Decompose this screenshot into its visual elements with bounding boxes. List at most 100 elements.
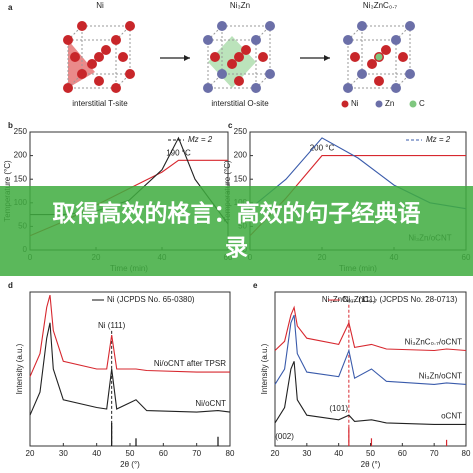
x-tick-label: 50	[126, 449, 135, 458]
atom	[265, 21, 275, 31]
series-line	[29, 294, 230, 377]
atom	[241, 45, 251, 55]
legend-swatch	[375, 100, 383, 108]
y-tick-label: 150	[14, 174, 28, 183]
atom	[398, 52, 408, 62]
y-tick-label: 150	[234, 174, 248, 183]
x-axis-label: 2θ (°)	[361, 460, 381, 469]
annotation: 200 °C	[310, 144, 335, 153]
atom	[203, 83, 213, 93]
x-tick-label: 40	[334, 449, 343, 458]
atom	[227, 59, 237, 69]
series-line	[274, 314, 467, 385]
panel-label: b	[8, 121, 13, 130]
annotation: Ni₃ZnC₀.₇ (111)	[322, 295, 376, 304]
x-tick-label: 70	[192, 449, 201, 458]
atom	[111, 83, 121, 93]
atom	[391, 35, 401, 45]
series-label: Ni/oCNT after TPSR	[154, 359, 226, 368]
series-label: oCNT	[441, 412, 462, 421]
arrow-head	[324, 55, 330, 61]
structure-title: Ni₃Zn	[230, 1, 250, 10]
panel-label: c	[228, 121, 233, 130]
atom	[63, 35, 73, 45]
atom	[118, 52, 128, 62]
series-line	[274, 361, 466, 425]
atom	[70, 52, 80, 62]
atom	[210, 52, 220, 62]
atom	[125, 21, 135, 31]
annotation: 190 °C	[166, 148, 191, 157]
x-tick-label: 60	[398, 449, 407, 458]
x-tick-label: 40	[92, 449, 101, 458]
x-tick-label: 30	[59, 449, 68, 458]
x-axis-label: 2θ (°)	[120, 460, 140, 469]
legend-swatch	[341, 100, 349, 108]
atom	[234, 76, 244, 86]
y-axis-label: Intensity (a.u.)	[15, 343, 24, 394]
atom	[251, 83, 261, 93]
y-axis-label: Intensity (a.u.)	[260, 343, 269, 394]
legend-label: Ni (JCPDS No. 65-0380)	[107, 295, 195, 304]
atom	[217, 69, 227, 79]
atom	[343, 35, 353, 45]
x-tick-label: 20	[271, 449, 280, 458]
y-tick-label: 200	[234, 151, 248, 160]
x-tick-label: 80	[226, 449, 235, 458]
legend-label: Ni₃ZnC₀.₇ (JCPDS No. 28-0713)	[343, 295, 458, 304]
legend-label: Ni	[351, 99, 359, 108]
atom	[203, 35, 213, 45]
atom	[217, 21, 227, 31]
legend-label: Mz = 2	[426, 135, 451, 144]
atom	[125, 69, 135, 79]
atom	[94, 76, 104, 86]
x-tick-label: 80	[462, 449, 471, 458]
x-tick-label: 60	[159, 449, 168, 458]
series-line	[274, 305, 467, 352]
legend-swatch	[409, 100, 417, 108]
x-tick-label: 30	[302, 449, 311, 458]
atom	[94, 52, 104, 62]
atom	[77, 21, 87, 31]
structure-title: Ni₃ZnC₀.₇	[363, 1, 397, 10]
structure-title: Ni	[96, 1, 104, 10]
atom	[63, 83, 73, 93]
annotation: Ni (111)	[98, 321, 126, 330]
panel-label: d	[8, 281, 13, 290]
atom	[350, 52, 360, 62]
x-tick-label: 70	[430, 449, 439, 458]
x-tick-label: 50	[366, 449, 375, 458]
atom	[77, 69, 87, 79]
series-label: Ni₃Zn/oCNT	[419, 372, 462, 381]
y-tick-label: 250	[234, 127, 248, 136]
atom	[381, 45, 391, 55]
x-tick-label: 20	[26, 449, 35, 458]
atom	[343, 83, 353, 93]
panel-label: e	[253, 281, 258, 290]
arrow-head	[184, 55, 190, 61]
atom	[391, 83, 401, 93]
annotation: (101)	[329, 404, 348, 413]
banner: 取得高效的格言：高效的句子经典语录	[0, 186, 473, 276]
atom	[405, 21, 415, 31]
legend-label: C	[419, 99, 425, 108]
banner-text: 取得高效的格言：高效的句子经典语录	[52, 201, 421, 261]
atom	[357, 69, 367, 79]
legend-label: Zn	[385, 99, 394, 108]
atom	[101, 45, 111, 55]
atom	[258, 52, 268, 62]
series-label: Ni/oCNT	[195, 399, 226, 408]
atom	[265, 69, 275, 79]
y-tick-label: 200	[14, 151, 28, 160]
structure-caption: interstitial T-site	[72, 99, 128, 108]
y-tick-label: 250	[14, 127, 28, 136]
atom	[87, 59, 97, 69]
series-line	[29, 322, 231, 416]
atom	[357, 21, 367, 31]
atom	[367, 59, 377, 69]
series-label: Ni₃ZnC₀.₇/oCNT	[405, 338, 462, 347]
atom	[405, 69, 415, 79]
atom	[374, 76, 384, 86]
atom	[375, 53, 383, 61]
